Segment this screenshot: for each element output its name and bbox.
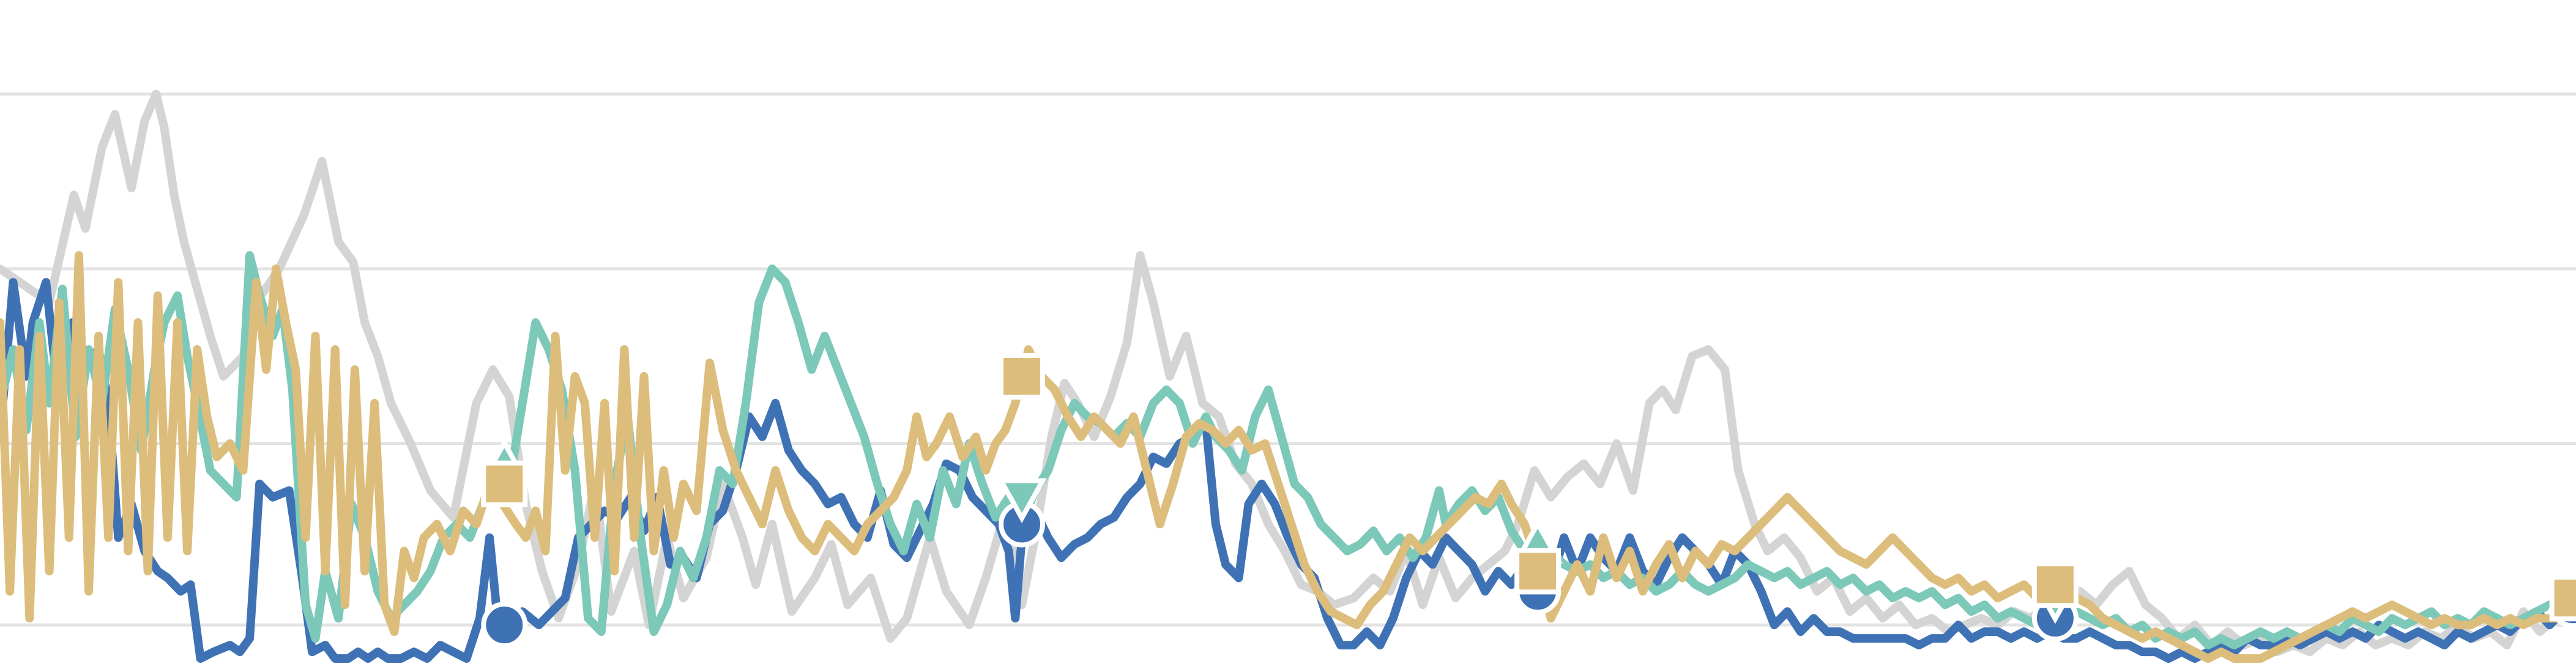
series-line-gold: [0, 251, 2576, 663]
marker-gold-12: [1514, 548, 1562, 595]
marker-gold-14: [2549, 575, 2576, 622]
marker-teal-6: [997, 478, 1047, 523]
marker-gold-13: [2031, 561, 2079, 608]
series-lines: [0, 89, 2576, 663]
series-markers: [479, 353, 2576, 649]
marker-blue-0: [481, 602, 528, 649]
series-line-teal: [0, 251, 2576, 650]
series-line-blue: [0, 278, 2576, 663]
marker-gold-11: [999, 353, 1046, 400]
marker-gold-10: [481, 460, 528, 507]
